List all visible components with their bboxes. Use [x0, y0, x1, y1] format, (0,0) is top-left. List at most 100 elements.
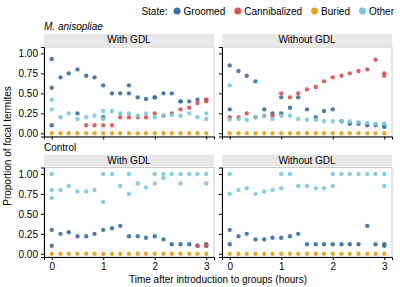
point [236, 188, 240, 192]
x-axis-line [223, 258, 393, 261]
series [228, 224, 387, 248]
point [58, 232, 62, 236]
series [50, 252, 209, 256]
point [75, 117, 79, 121]
point [245, 118, 249, 122]
point [50, 188, 54, 192]
x-tick-label: 1 [101, 261, 107, 272]
x-tick-mark [206, 137, 207, 140]
x-tick [333, 137, 334, 140]
y-tick-label: 0.75 [19, 189, 39, 200]
x-tick [103, 137, 104, 140]
point [288, 252, 292, 256]
point [296, 252, 300, 256]
marks [50, 57, 209, 136]
x-axis: 0123 [223, 257, 393, 272]
x-tick-mark [206, 257, 207, 260]
point [67, 71, 71, 75]
point [270, 131, 274, 135]
panel-header [44, 34, 214, 46]
point [236, 117, 240, 121]
point [305, 87, 309, 91]
point [228, 228, 232, 232]
point [67, 131, 71, 135]
point [195, 115, 199, 119]
x-tick-mark [103, 257, 104, 260]
point [110, 226, 114, 230]
point [187, 131, 191, 135]
x-tick-label: 2 [330, 261, 336, 272]
y-tick-label: 1.00 [19, 48, 39, 59]
point [314, 118, 318, 122]
series [50, 98, 209, 122]
point [270, 117, 274, 121]
point [236, 252, 240, 256]
x-tick: 2 [152, 257, 158, 272]
point [195, 131, 199, 135]
point [339, 131, 343, 135]
y-tick [219, 194, 222, 195]
point [331, 107, 335, 111]
point [204, 117, 208, 121]
y-tick [219, 53, 222, 54]
y-axis: 0.000.250.500.751.00 [19, 48, 45, 140]
panel-header [222, 34, 392, 46]
point [296, 131, 300, 135]
point [331, 75, 335, 79]
y-tick-mark [219, 214, 222, 215]
point [118, 91, 122, 95]
point [279, 91, 283, 95]
point [50, 228, 54, 232]
point [253, 237, 257, 241]
point [50, 131, 54, 135]
point [305, 184, 309, 188]
point [178, 242, 182, 246]
x-tick-mark [384, 137, 385, 140]
x-tick-mark [230, 257, 231, 260]
point [279, 172, 283, 176]
x-tick: 1 [279, 257, 285, 272]
y-tick-mark [219, 133, 222, 134]
point [84, 131, 88, 135]
y-tick-mark [41, 93, 44, 94]
point [245, 111, 249, 115]
point [161, 237, 165, 241]
point [84, 74, 88, 78]
point [136, 181, 140, 185]
point [339, 119, 343, 123]
point [50, 98, 54, 102]
point [262, 131, 266, 135]
point [92, 114, 96, 118]
point [136, 95, 140, 99]
x-tick-mark [384, 257, 385, 260]
point [67, 111, 71, 115]
y-tick-mark [41, 53, 44, 54]
y-tick-mark [219, 73, 222, 74]
point [245, 74, 249, 78]
point [314, 85, 318, 89]
y-tick-label: 0.50 [19, 209, 39, 220]
point [322, 252, 326, 256]
x-tick-label: 3 [204, 261, 210, 272]
series [228, 252, 387, 256]
point [228, 252, 232, 256]
y-tick-label: 1.00 [19, 169, 39, 180]
point [101, 123, 105, 127]
point [187, 111, 191, 115]
x-tick [384, 137, 385, 140]
point [262, 252, 266, 256]
point [348, 242, 352, 246]
y-tick: 0.25 [19, 108, 44, 119]
point [110, 172, 114, 176]
point [228, 118, 232, 122]
point [170, 242, 174, 246]
point [204, 244, 208, 248]
point [365, 172, 369, 176]
y-tick-label: 0.75 [19, 68, 39, 79]
point [136, 252, 140, 256]
y-tick: 0.50 [19, 88, 44, 99]
point [92, 131, 96, 135]
point [50, 107, 54, 111]
point [339, 172, 343, 176]
marks [228, 172, 387, 256]
